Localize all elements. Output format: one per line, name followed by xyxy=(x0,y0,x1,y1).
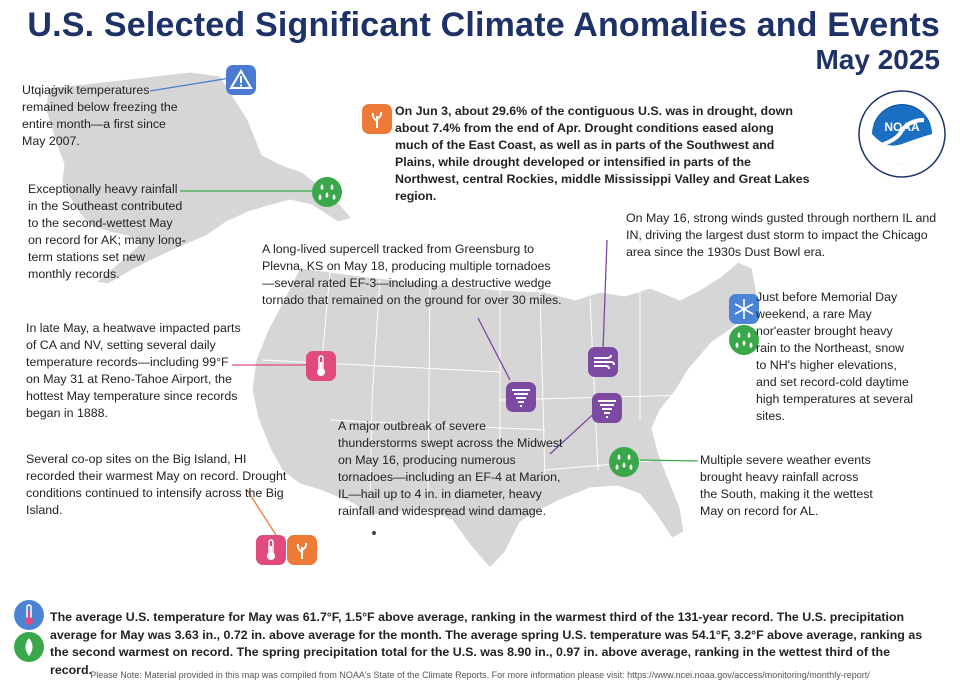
tornado-icon-kansas xyxy=(506,382,536,412)
callout-alaska-temperature: Utqiaġvik temperatures remained below fr… xyxy=(22,83,178,148)
summary-text: The average U.S. temperature for May was… xyxy=(50,610,923,677)
callout-dust-storm: On May 16, strong winds gusted through n… xyxy=(626,211,937,259)
leader-lines xyxy=(149,77,757,539)
callout-alaska-rainfall: Exceptionally heavy rainfall in the Sout… xyxy=(28,182,186,281)
drought-icon xyxy=(362,104,392,134)
precipitation-icon-south xyxy=(609,447,639,477)
hawaii-drought-icon xyxy=(287,535,317,565)
callout-supercell: A long-lived supercell tracked from Gree… xyxy=(262,242,562,307)
precipitation-icon-northeast xyxy=(729,325,759,355)
snow-icon xyxy=(729,294,759,324)
page-subtitle: May 2025 xyxy=(815,44,940,75)
hawaii-thermometer-icon xyxy=(256,535,286,565)
callout-hawaii: Several co-op sites on the Big Island, H… xyxy=(26,452,287,517)
noaa-logo: NOAA xyxy=(858,90,946,178)
source-note: Please Note: Material provided in this m… xyxy=(90,670,870,680)
callout-heatwave: In late May, a heatwave impacted parts o… xyxy=(26,321,241,420)
wind-icon xyxy=(588,347,618,377)
callout-outbreak: A major outbreak of severe thunderstorms… xyxy=(338,419,563,518)
warning-icon xyxy=(226,65,256,95)
hawaii-dot xyxy=(372,531,376,535)
callout-drought: On Jun 3, about 29.6% of the contiguous … xyxy=(395,104,810,203)
precipitation-icon-alaska xyxy=(312,177,342,207)
callout-south-rainfall: Multiple severe weather events brought h… xyxy=(700,453,873,518)
alaska-shape xyxy=(45,71,353,285)
tornado-icon-midwest xyxy=(592,393,622,423)
heat-thermometer-icon xyxy=(306,351,336,381)
footer-thermometer-icon xyxy=(14,600,44,630)
footer-precipitation-icon xyxy=(14,632,44,662)
callout-noreaster: Just before Memorial Day weekend, a rare… xyxy=(756,290,914,423)
noaa-logo-text: NOAA xyxy=(884,120,920,134)
page-title: U.S. Selected Significant Climate Anomal… xyxy=(27,6,940,44)
contiguous-us-shape xyxy=(251,261,759,569)
